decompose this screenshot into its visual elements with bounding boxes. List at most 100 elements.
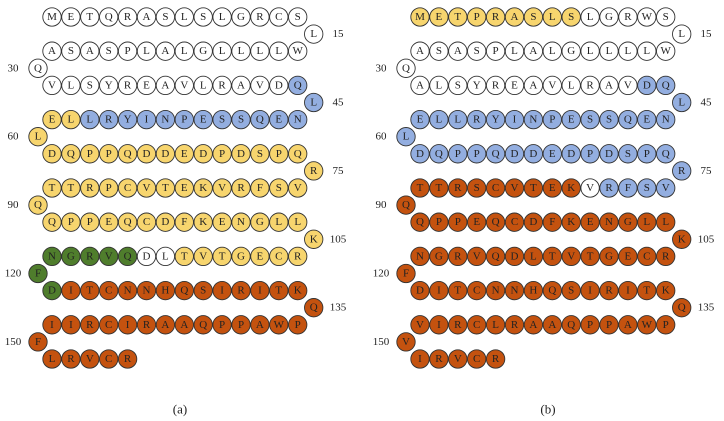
residue-letter: K (199, 182, 207, 194)
residue-letter: Q (34, 62, 42, 74)
residue-circle (193, 109, 213, 130)
residue-circle (28, 263, 48, 284)
residue-circle (637, 144, 657, 164)
residue-letter: C (275, 250, 282, 262)
residue-letter: G (435, 250, 443, 262)
residue-letter: V (218, 182, 226, 194)
residue-circle (61, 349, 81, 369)
residue-circle (542, 178, 562, 198)
residue-circle (656, 178, 676, 198)
residue-circle (117, 7, 138, 27)
residue-circle (212, 246, 232, 267)
residue-letter: R (454, 182, 462, 194)
residue-letter: L (219, 45, 226, 57)
residue-circle (117, 178, 138, 198)
residue-circle (448, 41, 468, 61)
residue-circle (155, 178, 176, 198)
residue-letter: V (402, 336, 410, 348)
residue-letter: D (48, 285, 56, 297)
residue-circle (580, 280, 600, 301)
residue-letter: T (436, 182, 443, 194)
residue-circle (28, 332, 48, 352)
residue-circle (467, 41, 487, 61)
residue-letter: S (200, 285, 206, 297)
residue-letter: D (143, 148, 151, 160)
residue-letter: P (474, 11, 480, 23)
residue-circle (580, 144, 600, 164)
residue-letter: L (568, 79, 575, 91)
residue-circle (231, 315, 251, 335)
residue-circle (269, 41, 289, 61)
residue-letter: Y (492, 114, 500, 126)
residue-letter: G (605, 11, 613, 23)
residue-circle (28, 127, 48, 147)
residue-letter: C (143, 216, 150, 228)
residue-letter: R (105, 114, 113, 126)
residue-letter: G (256, 216, 264, 228)
residue-letter: A (86, 45, 94, 57)
residue-letter: D (511, 250, 519, 262)
residue-circle (523, 246, 544, 267)
residue-letter: S (587, 114, 593, 126)
residue-circle (288, 280, 308, 301)
residue-circle (193, 280, 213, 301)
residue-circle (155, 280, 176, 301)
residue-letter: T (454, 11, 461, 23)
residue-letter: S (257, 148, 263, 160)
residue-letter: E (219, 216, 226, 228)
residue-letter: D (48, 148, 56, 160)
residue-letter: T (643, 285, 650, 297)
residue-letter: Q (256, 114, 264, 126)
residue-letter: L (643, 45, 650, 57)
residue-circle (448, 212, 468, 232)
residue-circle (212, 75, 232, 96)
residue-letter: V (143, 182, 151, 194)
residue-circle (504, 41, 525, 61)
residue-letter: E (200, 114, 207, 126)
residue-letter: S (238, 114, 244, 126)
residue-circle (80, 75, 100, 96)
residue-letter: Q (124, 250, 132, 262)
residue-letter: P (87, 148, 93, 160)
residue-circle (288, 178, 308, 198)
residue-letter: E (643, 114, 650, 126)
residue-letter: L (625, 45, 632, 57)
residue-circle (485, 280, 506, 301)
residue-letter: T (587, 250, 594, 262)
residue-circle (599, 315, 619, 335)
residue-letter: L (606, 45, 613, 57)
residue-letter: D (161, 148, 169, 160)
residue-circle (250, 315, 270, 335)
residue-letter: D (605, 148, 613, 160)
residue-circle (561, 75, 581, 96)
residue-letter: N (294, 114, 302, 126)
residue-circle (656, 109, 676, 130)
residue-letter: P (68, 216, 74, 228)
residue-letter: N (237, 216, 245, 228)
residue-circle (542, 41, 562, 61)
residue-letter: N (529, 114, 537, 126)
residue-letter: E (257, 250, 264, 262)
position-number: 15 (333, 28, 345, 40)
position-number: 15 (701, 28, 713, 40)
residue-circle (429, 41, 449, 61)
residue-letter: A (605, 79, 613, 91)
residue-circle (618, 109, 638, 130)
residue-circle (599, 75, 619, 96)
residue-letter: L (86, 114, 93, 126)
residue-letter: Q (678, 302, 686, 314)
residue-letter: S (474, 182, 480, 194)
residue-circle (269, 144, 289, 164)
residue-letter: L (310, 28, 317, 40)
residue-letter: A (624, 319, 632, 331)
residue-circle (117, 280, 138, 301)
residue-letter: L (403, 131, 410, 143)
residue-letter: V (473, 250, 481, 262)
residue-letter: I (513, 114, 517, 126)
residue-letter: S (219, 114, 225, 126)
residue-letter: T (162, 182, 169, 194)
residue-circle (618, 315, 638, 335)
residue-circle (231, 41, 251, 61)
residue-circle (523, 109, 544, 130)
residue-letter: R (86, 250, 94, 262)
